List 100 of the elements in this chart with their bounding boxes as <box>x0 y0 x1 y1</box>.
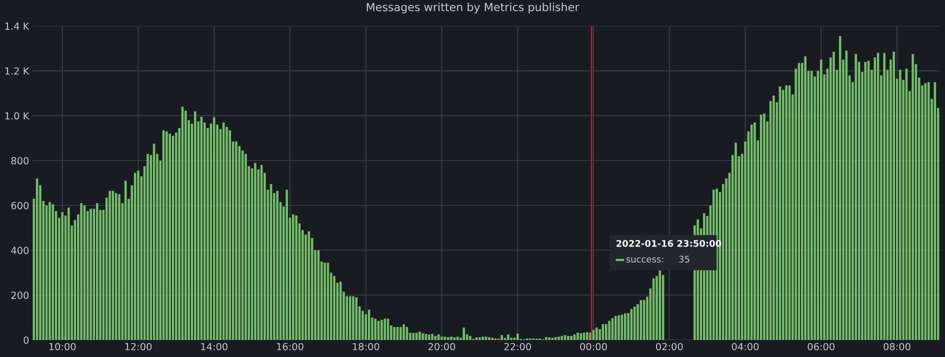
y-tick-label: 600 <box>11 202 29 210</box>
bar <box>608 320 610 340</box>
bar <box>324 262 326 340</box>
x-tick-label: 20:00 <box>428 342 456 350</box>
bar <box>393 326 396 340</box>
bar <box>453 337 456 340</box>
bar <box>614 316 617 340</box>
bar <box>658 270 662 340</box>
bar <box>61 212 64 340</box>
bar <box>194 111 196 340</box>
bar <box>374 318 376 340</box>
y-tick-label: 1.2 K <box>5 67 30 75</box>
bar <box>478 337 481 340</box>
bar <box>90 208 92 340</box>
bar <box>636 304 639 340</box>
bar <box>456 336 459 340</box>
bar <box>548 337 550 340</box>
bar <box>570 336 572 340</box>
bar <box>444 336 446 340</box>
bar <box>892 52 895 340</box>
bar <box>605 324 608 340</box>
bar <box>899 70 902 340</box>
bar <box>384 318 386 340</box>
bar <box>400 326 402 340</box>
bar <box>295 216 298 340</box>
x-tick-label: 18:00 <box>352 342 380 350</box>
bar <box>362 310 364 340</box>
bar <box>440 336 443 340</box>
x-tick-label: 10:00 <box>49 342 76 350</box>
bar <box>462 328 466 340</box>
bar <box>96 203 98 340</box>
x-tick-label: 08:00 <box>884 342 910 350</box>
bar <box>431 334 434 340</box>
bar <box>235 142 238 340</box>
bar <box>567 336 570 340</box>
bar <box>586 332 588 340</box>
bar <box>108 190 111 340</box>
y-tick-label: 200 <box>11 292 29 299</box>
bar <box>276 190 278 340</box>
y-tick-label: 1.0 K <box>5 112 30 120</box>
bar <box>118 194 120 340</box>
bar <box>484 336 488 340</box>
bar <box>482 336 484 340</box>
bar <box>352 296 354 340</box>
bar <box>244 154 247 340</box>
x-tick-label: 00:00 <box>580 342 607 350</box>
bar <box>927 82 930 340</box>
x-tick-label: 04:00 <box>732 342 759 350</box>
x-tick-label: 06:00 <box>808 342 834 350</box>
bar <box>772 96 775 340</box>
bar <box>412 332 414 340</box>
bar <box>785 85 788 340</box>
bar <box>864 62 867 340</box>
bar <box>168 134 171 340</box>
bar <box>883 52 886 340</box>
y-tick-label: 800 <box>11 157 29 164</box>
bar <box>146 154 149 340</box>
bar <box>576 332 579 340</box>
bar <box>580 333 582 340</box>
bar <box>516 334 519 340</box>
bar <box>450 336 452 340</box>
x-tick-label: 02:00 <box>656 342 683 350</box>
annotation: success: 35 <box>626 256 690 263</box>
bar <box>500 335 503 340</box>
chart-title: Messages written by Metrics publisher <box>366 2 580 14</box>
bar <box>874 57 876 340</box>
bar <box>734 142 737 340</box>
bar <box>80 203 82 340</box>
bar <box>804 56 806 340</box>
y-tick-label: 0 <box>24 336 29 344</box>
y-tick-label: 400 <box>11 246 29 254</box>
bar <box>166 131 168 340</box>
bar <box>48 202 51 340</box>
bar <box>226 126 228 340</box>
bar <box>820 60 822 340</box>
bar <box>763 113 766 340</box>
bar <box>402 324 405 340</box>
bar <box>832 52 835 340</box>
bar <box>286 190 288 340</box>
bar <box>596 327 598 340</box>
bar <box>488 337 490 340</box>
bar <box>355 297 358 340</box>
bar <box>560 336 564 340</box>
x-tick-label: 14:00 <box>201 342 228 350</box>
bar <box>137 170 140 340</box>
bar <box>810 70 813 340</box>
bar <box>254 162 256 340</box>
bar <box>782 90 784 340</box>
bar <box>506 334 510 340</box>
bar <box>380 320 383 340</box>
bar <box>52 204 54 340</box>
bar <box>627 313 630 340</box>
bar <box>68 208 70 340</box>
bar <box>582 332 586 340</box>
x-tick-label: 12:00 <box>125 342 152 350</box>
x-tick-label: 16:00 <box>277 342 304 350</box>
bar <box>184 110 187 340</box>
bar <box>469 336 472 340</box>
bar <box>333 276 336 340</box>
bar <box>618 315 620 340</box>
